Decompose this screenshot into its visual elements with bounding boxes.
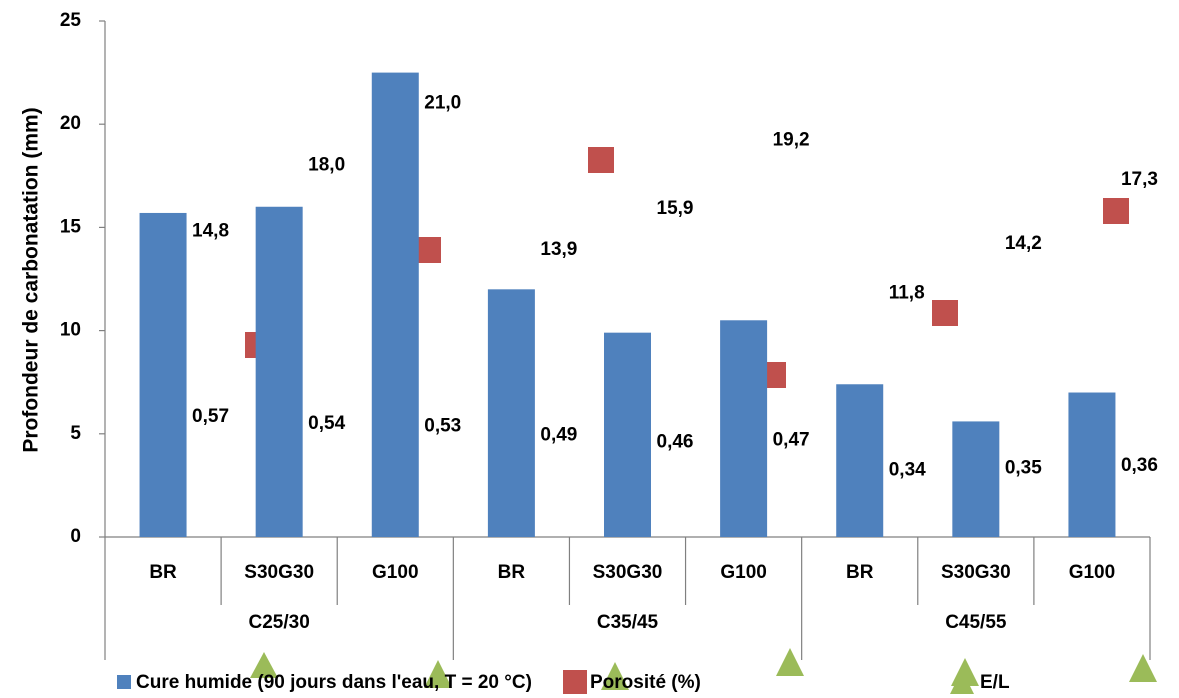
bar (139, 212, 187, 537)
bar (836, 384, 884, 537)
group-label: C25/30 (249, 612, 310, 633)
y-tick-label: 10 (60, 320, 81, 341)
bar (1068, 392, 1116, 537)
bar (487, 289, 535, 537)
bar (255, 206, 303, 537)
porosity-label: 15,9 (657, 198, 694, 219)
porosity-label: 14,2 (1005, 233, 1042, 254)
porosity-label: 19,2 (773, 130, 810, 151)
y-tick-label: 0 (70, 526, 81, 547)
group-label: C35/45 (597, 612, 659, 633)
triangle-marker (424, 660, 452, 688)
el-label: 0,53 (424, 415, 461, 436)
square-marker (588, 147, 614, 173)
x-tick-label: G100 (1069, 562, 1115, 583)
legend-label: Cure humide (90 jours dans l'eau, T = 20… (136, 672, 532, 693)
porosity-label: 13,9 (540, 239, 577, 260)
y-tick-label: 5 (70, 423, 81, 444)
triangle-marker (776, 648, 804, 676)
legend-marker (950, 670, 974, 694)
el-label: 0,46 (657, 432, 694, 453)
porosity-label: 21,0 (424, 93, 461, 114)
x-tick-label: S30G30 (244, 562, 314, 583)
square-marker (415, 237, 441, 263)
stray-markers (245, 147, 1157, 690)
square-marker (932, 300, 958, 326)
x-tick-label: G100 (372, 562, 418, 583)
triangle-marker (601, 662, 629, 690)
y-tick-label: 20 (60, 113, 81, 134)
bar (604, 332, 651, 537)
x-tick-label: G100 (720, 562, 766, 583)
el-label: 0,35 (1005, 457, 1042, 478)
group-label: C45/55 (945, 612, 1007, 633)
y-tick-label: 15 (60, 216, 82, 237)
x-tick-label: S30G30 (593, 562, 663, 583)
porosity-label: 17,3 (1121, 169, 1158, 190)
bar (952, 421, 1000, 537)
legend-marker (117, 675, 131, 689)
el-label: 0,54 (308, 413, 345, 434)
el-label: 0,57 (192, 406, 229, 427)
porosity-label: 11,8 (889, 282, 925, 303)
x-tick-label: BR (498, 562, 526, 583)
legend-label: E/L (980, 672, 1010, 693)
bar (371, 72, 419, 537)
el-label: 0,36 (1121, 455, 1158, 476)
x-tick-label: BR (149, 562, 177, 583)
el-label: 0,47 (773, 429, 810, 450)
legend-label: Porosité (%) (590, 672, 701, 693)
legend-marker (563, 670, 587, 694)
y-tick-label: 25 (60, 10, 82, 31)
square-marker (1103, 198, 1129, 224)
y-axis-title: Profondeur de carbonatation (mm) (20, 107, 43, 452)
bar (720, 320, 768, 537)
el-label: 0,49 (540, 425, 577, 446)
porosity-label: 18,0 (308, 154, 345, 175)
triangle-marker (250, 652, 278, 678)
porosity-label: 14,8 (192, 221, 229, 242)
el-label: 0,34 (889, 460, 926, 481)
triangle-marker (1129, 654, 1157, 682)
x-tick-label: BR (846, 562, 874, 583)
x-tick-label: S30G30 (941, 562, 1011, 583)
